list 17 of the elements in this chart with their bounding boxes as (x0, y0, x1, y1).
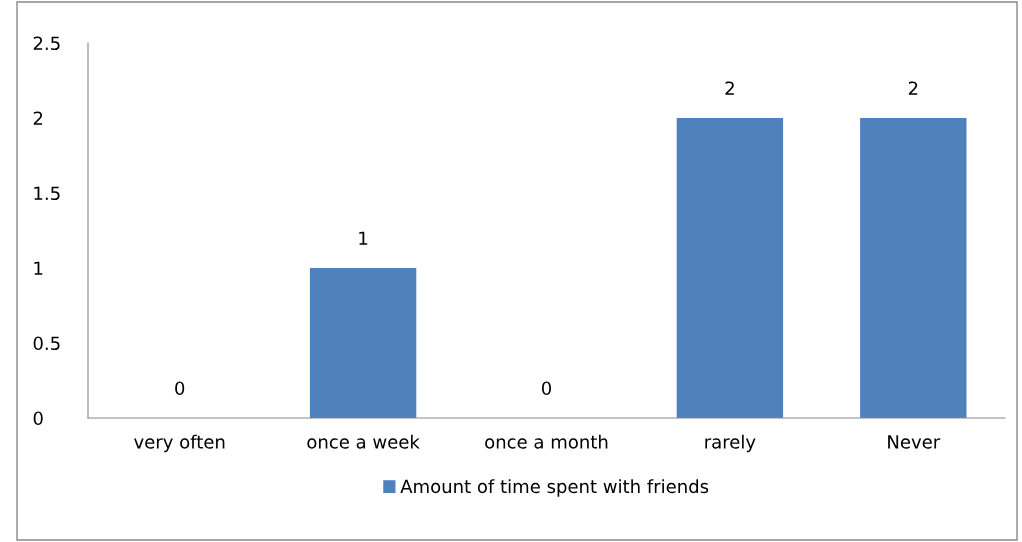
x-tick-label: rarely (705, 434, 756, 453)
x-tick-label: Never (888, 435, 941, 449)
data-label: 0 (541, 381, 552, 396)
data-label: 0 (175, 381, 185, 396)
y-tick-label: 2.5 (33, 36, 60, 51)
data-label: 2 (908, 81, 918, 95)
x-tick-label: once a week (307, 434, 420, 449)
y-tick-label: 2 (33, 111, 43, 125)
data-label: 1 (359, 231, 368, 245)
y-tick-label: 1 (34, 261, 43, 275)
y-tick-label: 0.5 (33, 336, 60, 351)
x-tick-label: very often (134, 434, 225, 453)
data-label: 2 (725, 81, 734, 95)
legend-label: Amount of time spent with friends (400, 479, 709, 497)
x-tick-label: once a month (485, 434, 608, 449)
y-tick-label: 0 (33, 411, 43, 426)
y-tick-label: 1.5 (34, 186, 60, 201)
